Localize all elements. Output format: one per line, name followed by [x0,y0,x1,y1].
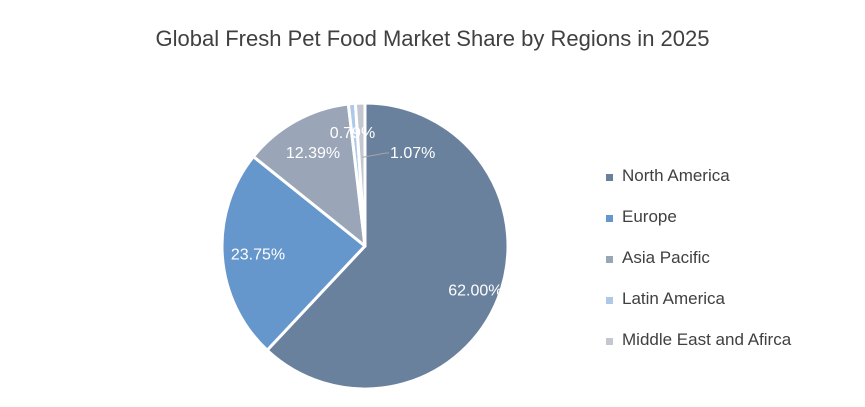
legend-swatch [606,297,613,304]
chart-legend: North America Europe Asia Pacific Latin Ame… [606,166,791,371]
legend-label: North America [622,166,730,185]
legend-label: Latin America [622,289,725,308]
legend-swatch [606,256,613,263]
legend-item-north-america: North America [606,166,791,207]
leader-line-middle-east-and-afirca [361,152,389,158]
legend-swatch [606,174,613,181]
pie-slice-middle-east-and-afirca [353,101,367,248]
data-label-europe: 23.75% [231,247,285,264]
pie-slice-asia-pacific [251,102,367,248]
legend-swatch [606,338,613,345]
legend-item-middle-east-and-afirca: Middle East and Afirca [606,330,791,371]
legend-item-europe: Europe [606,207,791,248]
data-label-north-america: 62.00% [448,283,502,300]
chart-title: Global Fresh Pet Food Market Share by Re… [155,26,710,51]
legend-label: Asia Pacific [622,248,710,267]
legend-label: Europe [622,207,677,226]
legend-swatch [606,215,613,222]
pie-slice-north-america [265,101,510,391]
legend-label: Middle East and Afirca [622,330,792,349]
data-label-middle-east-and-afirca: 1.07% [390,145,435,162]
data-label-asia-pacific: 12.39% [286,145,340,162]
pie-slice-europe [220,155,367,352]
legend-item-latin-america: Latin America [606,289,791,330]
legend-item-asia-pacific: Asia Pacific [606,248,791,289]
data-label-latin-america: 0.79% [330,125,375,142]
